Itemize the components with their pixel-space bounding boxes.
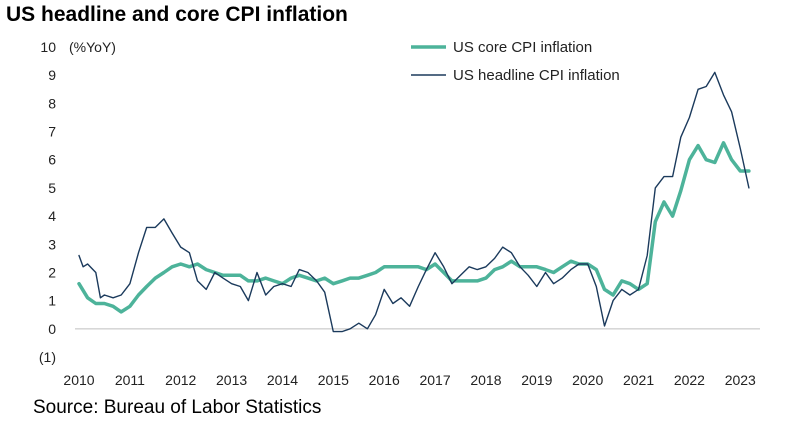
y-axis-unit-label: (%YoY) bbox=[69, 39, 116, 55]
x-tick-label: 2014 bbox=[267, 372, 298, 388]
x-tick-label: 2016 bbox=[369, 372, 400, 388]
x-tick-label: 2018 bbox=[470, 372, 501, 388]
x-tick-label: 2012 bbox=[165, 372, 196, 388]
legend-label: US core CPI inflation bbox=[453, 39, 592, 56]
x-tick-label: 2011 bbox=[115, 372, 145, 388]
x-tick-label: 2022 bbox=[674, 372, 705, 388]
y-tick-label: 0 bbox=[48, 321, 56, 337]
y-tick-label: 7 bbox=[48, 124, 56, 140]
y-tick-label: 6 bbox=[48, 152, 56, 168]
x-axis-ticks: 2010 2011 2012 2013 2014 2015 2016 2017 2018 2019… bbox=[63, 372, 756, 388]
y-tick-label: 3 bbox=[48, 236, 56, 252]
x-tick-label: 2013 bbox=[216, 372, 247, 388]
y-tick-label: 4 bbox=[48, 208, 56, 224]
x-tick-label: 2021 bbox=[623, 372, 654, 388]
series-lines bbox=[77, 71, 751, 333]
source-note: Source: Bureau of Labor Statistics bbox=[33, 397, 322, 418]
y-tick-label: 10 bbox=[40, 39, 56, 55]
y-tick-label: 5 bbox=[48, 180, 56, 196]
y-tick-label: (1) bbox=[39, 349, 56, 365]
y-tick-label: 8 bbox=[48, 95, 56, 111]
y-tick-label: 1 bbox=[48, 293, 56, 309]
legend: US core CPI inflation US headline CPI inf… bbox=[411, 39, 620, 84]
y-tick-label: 2 bbox=[48, 264, 56, 280]
x-tick-label: 2019 bbox=[521, 372, 552, 388]
y-tick-label: 9 bbox=[48, 67, 56, 83]
x-tick-label: 2010 bbox=[63, 372, 94, 388]
legend-label: US headline CPI inflation bbox=[453, 67, 620, 84]
series-line-core-cpi bbox=[77, 141, 751, 314]
series-line-headline-cpi bbox=[78, 71, 750, 333]
x-tick-label: 2023 bbox=[725, 372, 756, 388]
x-tick-label: 2017 bbox=[419, 372, 450, 388]
x-tick-label: 2015 bbox=[318, 372, 349, 388]
x-tick-label: 2020 bbox=[572, 372, 603, 388]
chart-title: US headline and core CPI inflation bbox=[6, 3, 348, 26]
